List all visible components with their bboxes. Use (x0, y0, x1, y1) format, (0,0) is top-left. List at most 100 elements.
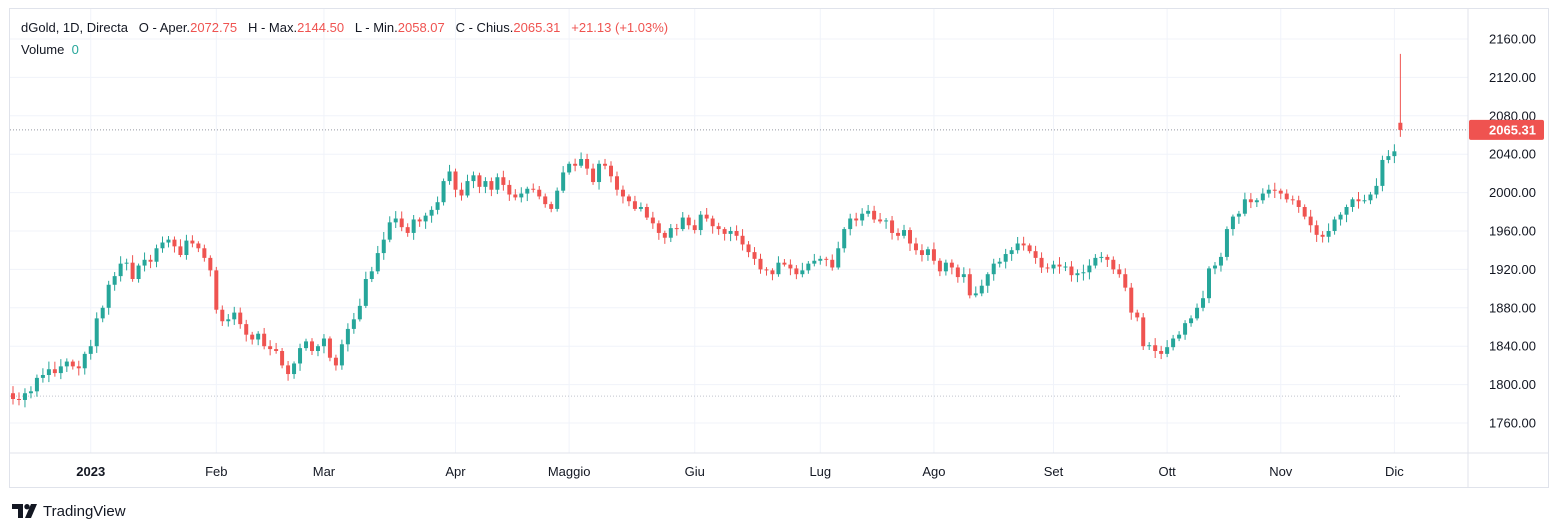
candle-up (985, 274, 990, 286)
candle-down (913, 243, 918, 251)
candle-up (555, 190, 560, 209)
candle-down (537, 189, 542, 197)
candle-down (501, 177, 506, 185)
candle-up (1254, 200, 1259, 203)
candle-down (573, 163, 578, 166)
candle-down (310, 341, 314, 351)
candle-up (525, 188, 530, 194)
candle-down (770, 270, 775, 275)
candle-down (1141, 317, 1146, 347)
open-label: O - Aper. (138, 20, 191, 35)
candle-down (710, 218, 715, 227)
candle-up (1380, 159, 1385, 186)
candle-down (788, 264, 793, 269)
candle-up (991, 263, 996, 275)
candle-up (357, 305, 362, 320)
candle-up (1242, 199, 1247, 214)
candle-down (609, 165, 613, 177)
candle-up (1266, 189, 1271, 194)
time-tick-label: 2023 (76, 464, 105, 479)
candle-up (1218, 256, 1223, 266)
symbol-label[interactable]: dGold, 1D, Directa (21, 20, 128, 35)
candle-down (1021, 243, 1026, 246)
candle-down (585, 159, 590, 169)
candle-up (925, 249, 930, 255)
candle-down (453, 171, 458, 190)
candle-up (411, 219, 416, 233)
candle-up (1368, 194, 1373, 201)
candle-down (1314, 225, 1319, 235)
close-value: 2065.31 (513, 20, 561, 35)
candle-down (603, 163, 608, 166)
time-tick-label: Dic (1385, 464, 1404, 479)
candle-up (136, 265, 141, 279)
candle-up (561, 172, 566, 191)
candle-down (704, 214, 709, 219)
candle-up (1326, 231, 1331, 237)
candle-up (298, 348, 303, 364)
candle-up (495, 177, 500, 190)
candle-down (746, 244, 751, 253)
candle-up (1344, 207, 1349, 215)
candle-up (321, 338, 326, 347)
candle-up (471, 175, 476, 182)
price-axis[interactable]: 1760.00 1800.00 1840.00 1880.00 1920.00 1960.… (1489, 32, 1536, 431)
candle-up (435, 202, 440, 210)
candle-down (333, 357, 338, 366)
time-axis[interactable]: 2023 Feb Mar Apr Maggio Giu Lug Ago Set Ott Nov Dic (76, 464, 1404, 479)
time-tick-label: Ott (1158, 464, 1176, 479)
candle-up (184, 240, 189, 255)
candle-up (836, 248, 841, 268)
candle-down (417, 219, 422, 222)
open-value: 2072.75 (190, 20, 238, 35)
candle-down (650, 217, 655, 224)
candle-up (1051, 264, 1056, 269)
candle-down (459, 189, 464, 196)
candle-down (716, 226, 721, 230)
price-tick-label: 2160.00 (1489, 32, 1536, 47)
candle-down (734, 231, 739, 236)
time-tick-label: Maggio (548, 464, 591, 479)
high-label: H - Max. (247, 20, 298, 35)
price-tick-label: 2040.00 (1489, 147, 1536, 162)
tradingview-logo[interactable]: TradingView (12, 500, 126, 522)
candle-down (202, 248, 207, 258)
candle-down (543, 196, 548, 205)
candle-up (256, 333, 261, 340)
candle-down (214, 270, 219, 310)
candle-down (280, 351, 285, 366)
volume-label[interactable]: Volume (21, 42, 65, 57)
candle-down (489, 181, 494, 190)
candle-down (178, 246, 183, 255)
candle-down (1356, 199, 1361, 202)
candle-down (274, 349, 279, 351)
candle-up (1093, 257, 1098, 266)
candle-up (106, 284, 111, 308)
candle-down (1290, 199, 1295, 201)
candle-up (351, 319, 356, 329)
candle-down (238, 312, 243, 325)
candle-down (268, 346, 273, 350)
candle-up (1099, 256, 1104, 258)
ohlc-row: dGold, 1D, Directa O - Aper.2072.75 H - … (21, 17, 668, 39)
candle-up (1147, 345, 1152, 347)
candle-up (363, 279, 368, 306)
candle-up (776, 262, 781, 275)
time-tick-label: Giu (685, 464, 705, 479)
candle-down (477, 175, 482, 187)
candle-down (208, 257, 213, 271)
candle-up (1201, 298, 1206, 308)
candle-up (292, 363, 297, 375)
candle-down (1272, 189, 1277, 191)
candle-down (1398, 122, 1403, 130)
candle-down (919, 250, 924, 255)
candle-up (597, 163, 602, 183)
candle-up (668, 228, 673, 238)
candle-down (130, 262, 135, 279)
candle-up (64, 361, 69, 367)
high-value: 2144.50 (297, 20, 345, 35)
candle-down (76, 366, 81, 369)
candle-down (674, 228, 679, 230)
price-tick-label: 1840.00 (1489, 339, 1536, 354)
